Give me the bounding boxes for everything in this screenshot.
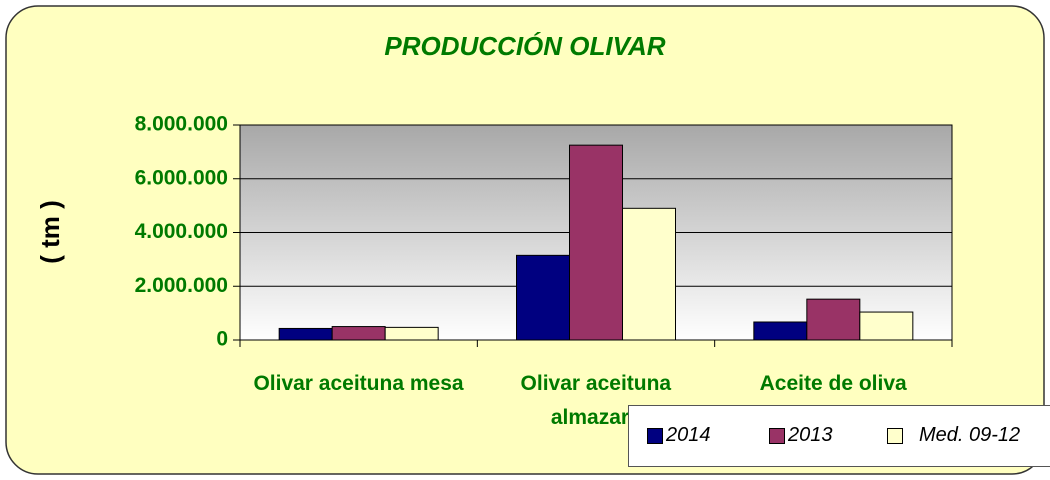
- bar: [859, 311, 914, 341]
- legend: 2014 2013 Med. 09-12: [628, 405, 1050, 467]
- legend-swatch: [887, 427, 903, 444]
- chart-title: PRODUCCIÓN OLIVAR: [384, 31, 665, 61]
- legend-swatch: [647, 427, 663, 444]
- bar: [516, 254, 570, 341]
- legend-item: 2014: [647, 424, 711, 447]
- legend-label: Med. 09-12: [919, 424, 1021, 446]
- legend-label: 2014: [666, 424, 711, 446]
- bar: [806, 298, 861, 341]
- y-axis-title: ( tm ): [35, 200, 65, 264]
- bar: [384, 326, 439, 341]
- y-tick-label: 4.000.000: [135, 220, 228, 243]
- x-tick-label: Aceite de oliva: [759, 372, 907, 395]
- y-tick-label: 6.000.000: [135, 166, 228, 189]
- y-tick-label: 2.000.000: [135, 274, 228, 297]
- legend-swatch: [769, 427, 785, 444]
- y-tick-label: 0: [216, 328, 228, 351]
- bar: [622, 207, 676, 341]
- legend-item: 2013: [769, 424, 833, 447]
- bar: [278, 327, 333, 341]
- x-tick-label: Olivar aceituna almazara: [520, 372, 672, 429]
- bar: [569, 144, 623, 341]
- legend-label: 2013: [788, 424, 833, 446]
- y-tick-label: 8.000.000: [135, 113, 228, 136]
- bar: [331, 326, 386, 341]
- bar: [753, 321, 808, 341]
- legend-item: Med. 09-12: [887, 424, 1020, 447]
- x-tick-label: Olivar aceituna mesa: [253, 372, 464, 395]
